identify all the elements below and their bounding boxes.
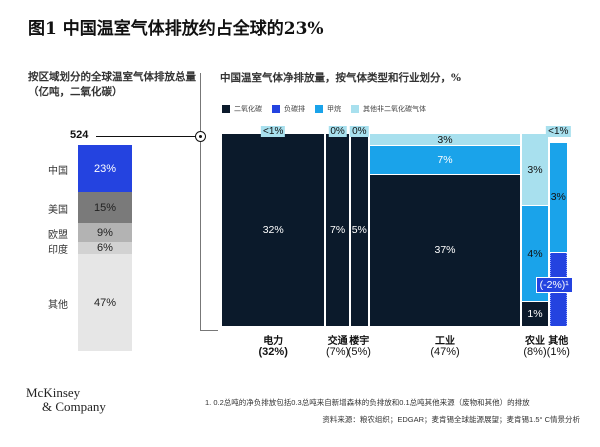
region-label: 美国 [48,204,68,216]
footnote: 1. 0.2总吨的净负排放包括0.3总吨来自新增森林的负排放和0.1总吨其他来源… [205,398,530,407]
small-value-tag: 0% [328,126,347,137]
mosaic-segment: 37% [369,174,521,326]
sector-name: 其他 [548,336,569,347]
source-note: 资料来源：粮农组织；EDGAR；麦肯锡全球能源展望；麦肯锡1.5° C情景分析 [322,415,580,424]
region-label: 欧盟 [48,229,68,241]
mosaic-segment: 32% [222,134,325,326]
connector-dot [195,131,206,142]
small-value-tag: <1% [546,126,571,137]
legend-label: 甲烷 [327,105,341,113]
mosaic-segment: 7% [369,146,521,175]
region-label: 印度 [48,245,68,256]
right-chart-title: 中国温室气体净排放量，按气体类型和行业划分，% [220,72,461,84]
mosaic-segment: 3% [549,143,567,253]
sector-column: 32% [222,134,325,326]
legend-label: 二氧化碳 [234,105,262,113]
sector-column: 7% [326,134,349,326]
region-label: 中国 [48,165,68,177]
sector-name: 农业 [525,336,545,347]
legend-item: 负碳排 [272,104,305,114]
legend-label: 负碳排 [284,105,305,113]
sector-share: (47%) [430,346,460,358]
mosaic-segment: 3% [522,134,548,206]
sector-column: (-2%)¹ 3% [535,134,573,326]
sector-share: (7%) [325,346,350,358]
bracket-line [200,73,218,331]
legend: 二氧化碳 负碳排 甲烷 其他非二氧化碳气体 [222,104,426,114]
sector-column: 5% [350,134,368,326]
total-label: 524 [70,129,93,141]
mosaic-segment: 7% [326,134,349,326]
sector-share: (8%) [523,346,547,358]
sector-column: 1% 4% 3% [522,134,548,326]
mosaic-segment: 1% [522,302,548,326]
bar-segment: 23% [78,145,132,193]
bar-segment: 15% [78,192,132,224]
mosaic-segment: 3% [369,134,521,147]
small-value-tag: 0% [350,126,369,137]
logo-line: McKinsey [26,385,81,400]
left-chart-title: 按区域划分的全球温室气体排放总量（亿吨，二氧化碳） [28,71,196,98]
bar-segment: 9% [78,223,132,242]
chart-title: 图1 中国温室气体排放约占全球的23% [28,19,324,39]
legend-item: 甲烷 [315,104,341,114]
legend-item: 其他非二氧化碳气体 [351,104,426,114]
bar-segment: 47% [78,254,132,351]
legend-item: 二氧化碳 [222,104,262,114]
sector-column: 37% 7% 3% [369,134,521,326]
legend-swatch [315,105,323,113]
negative-label: (-2%)¹ [535,277,573,294]
mosaic-segment: 5% [350,134,368,326]
sector-name: 交通 [327,336,348,347]
legend-label: 其他非二氧化碳气体 [363,105,426,113]
sector-share: (32%) [258,346,288,358]
small-value-tag: <1% [261,126,286,137]
logo-line: & Company [42,399,106,414]
region-label: 其他 [48,299,68,311]
legend-swatch [351,105,359,113]
bar-segment: 6% [78,241,132,255]
legend-swatch [272,105,280,113]
mckinsey-logo: McKinsey & Company [26,386,106,414]
connector-line [96,136,200,137]
sector-name: 工业 [435,336,455,347]
sector-share: (1%) [546,346,570,358]
sector-name: 电力 [263,336,284,347]
legend-swatch [222,105,230,113]
sector-share: (5%) [347,346,371,358]
sector-name: 楼宇 [349,336,370,347]
